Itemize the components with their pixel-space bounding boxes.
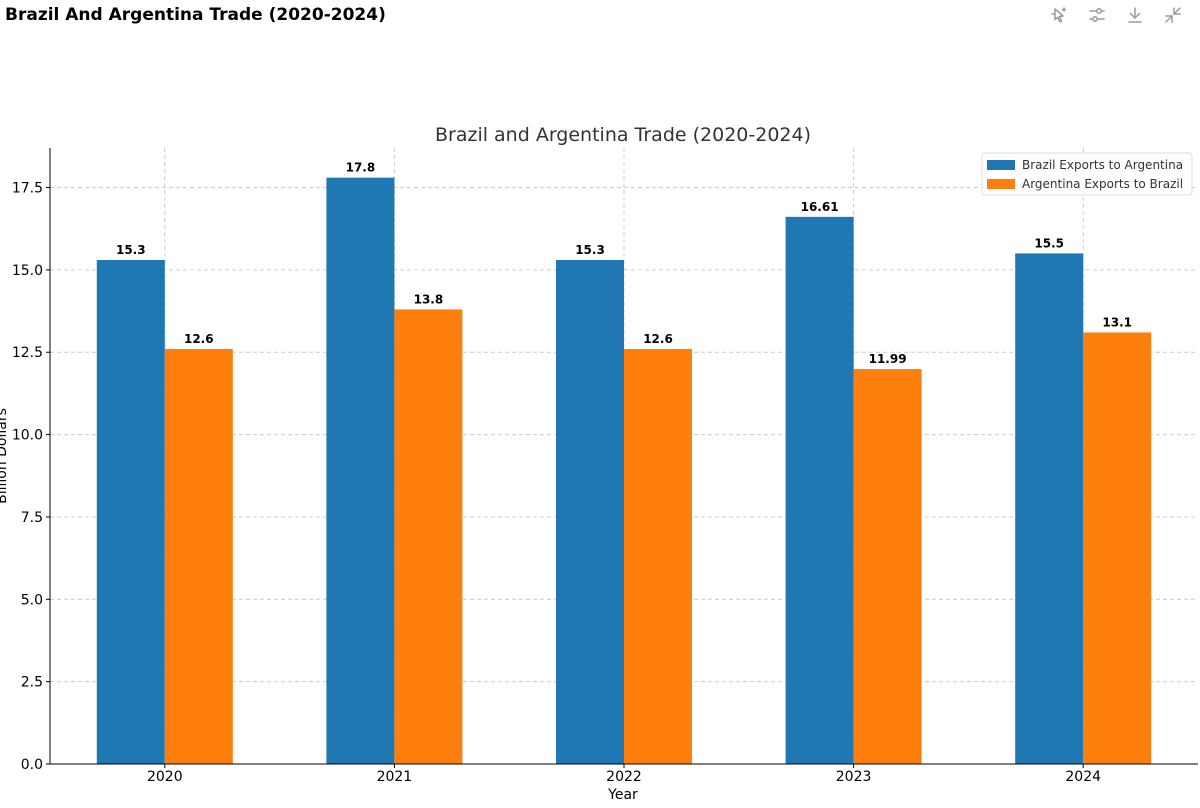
bar-brazil-exports-2022[interactable] <box>556 260 624 764</box>
data-label: 11.99 <box>869 352 907 366</box>
data-label: 15.5 <box>1034 236 1064 250</box>
x-tick-label: 2023 <box>836 769 872 785</box>
x-tick-label: 2021 <box>377 769 413 785</box>
bar-argentina-exports-2021[interactable] <box>394 309 463 764</box>
bar-brazil-exports-2020[interactable] <box>96 260 165 764</box>
page-header: Brazil And Argentina Trade (2020-2024) <box>0 0 1200 40</box>
y-tick-label: 15.0 <box>12 263 43 279</box>
y-tick-label: 7.5 <box>21 510 43 526</box>
x-tick-label: 2024 <box>1065 769 1101 785</box>
chart-title: Brazil and Argentina Trade (2020-2024) <box>435 124 811 146</box>
y-tick-label: 17.5 <box>12 181 43 197</box>
collapse-icon <box>1165 7 1181 23</box>
legend-box <box>981 152 1193 196</box>
bar-argentina-exports-2022[interactable] <box>624 348 692 764</box>
y-tick-label: 0.0 <box>21 757 43 773</box>
y-tick-label: 10.0 <box>12 428 43 444</box>
legend-swatch <box>987 160 1015 170</box>
x-tick-label: 2022 <box>606 769 642 785</box>
x-axis-label: Year <box>607 787 638 803</box>
bar-argentina-exports-2024[interactable] <box>1083 332 1152 764</box>
cursor-sparkle-icon <box>1051 7 1067 23</box>
data-label: 12.6 <box>184 332 214 346</box>
bar-argentina-exports-2023[interactable] <box>853 369 922 764</box>
download-icon <box>1128 7 1142 23</box>
collapse-button[interactable] <box>1160 4 1186 26</box>
legend-entry: Argentina Exports to Brazil <box>1022 177 1183 191</box>
data-label: 17.8 <box>346 161 376 175</box>
data-label: 15.3 <box>116 243 146 257</box>
bar-argentina-exports-2020[interactable] <box>164 348 233 764</box>
bar-brazil-exports-2023[interactable] <box>785 216 854 765</box>
data-label: 13.1 <box>1102 315 1132 329</box>
page-title: Brazil And Argentina Trade (2020-2024) <box>5 5 386 25</box>
data-label: 12.6 <box>643 332 673 346</box>
axes: 0.0 2.5 5.0 7.5 10.0 12.5 15.0 17.5 2020 2021 2022… <box>12 148 1198 785</box>
bar-series <box>96 177 1152 765</box>
bar-brazil-exports-2021[interactable] <box>326 177 395 764</box>
chart-settings-button[interactable] <box>1084 4 1110 26</box>
y-tick-label: 2.5 <box>21 675 43 691</box>
legend-swatch <box>987 179 1015 189</box>
toolbar <box>1046 4 1186 26</box>
y-axis-label: Billion Dollars <box>0 408 10 504</box>
y-tick-label: 5.0 <box>21 592 43 608</box>
data-labels: 15.3 12.6 17.8 13.8 15.3 12.6 16.61 11.99 15.5 13… <box>116 161 1132 366</box>
legend-entry: Brazil Exports to Argentina <box>1022 158 1183 172</box>
y-tick-label: 12.5 <box>12 345 43 361</box>
x-tick-label: 2020 <box>147 769 183 785</box>
data-label: 16.61 <box>801 200 839 214</box>
bar-brazil-exports-2024[interactable] <box>1015 253 1084 765</box>
interactive-mode-button[interactable] <box>1046 4 1072 26</box>
data-label: 13.8 <box>414 292 444 306</box>
download-button[interactable] <box>1122 4 1148 26</box>
data-label: 15.3 <box>575 243 605 257</box>
sliders-icon <box>1089 8 1105 22</box>
legend: Brazil Exports to Argentina Argentina Exp… <box>981 152 1193 196</box>
